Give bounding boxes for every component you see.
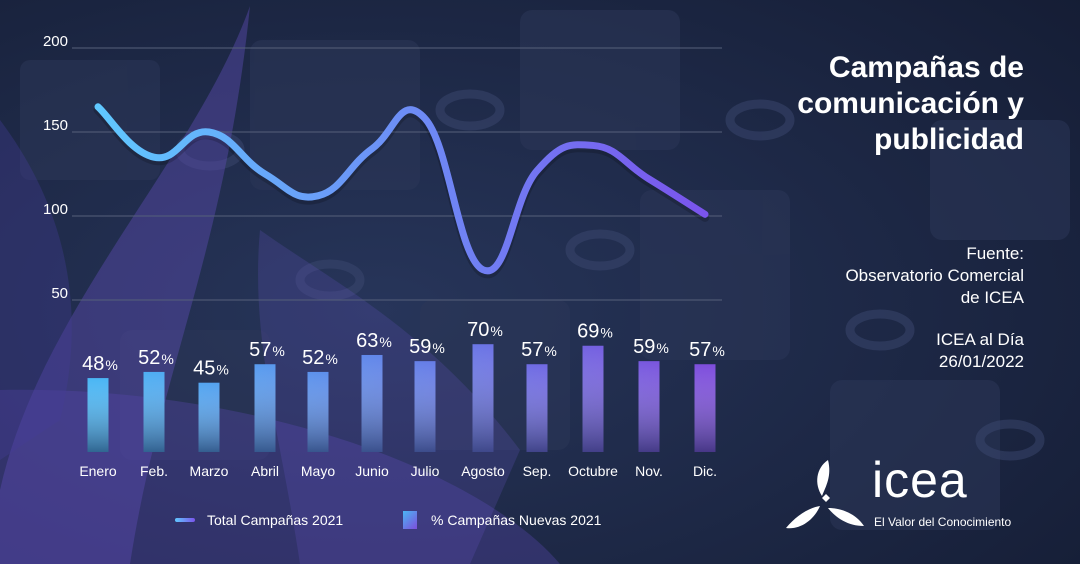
bar-value-unit: % <box>656 340 668 356</box>
x-tick-label: Nov. <box>635 463 663 479</box>
bar-value-label: 70% <box>467 319 503 341</box>
bar-shade <box>472 344 494 452</box>
x-tick-label: Abril <box>251 463 279 479</box>
bar-shade <box>361 354 383 452</box>
bar-shade <box>638 361 660 452</box>
bar-value-unit: % <box>161 351 173 367</box>
x-tick-label: Junio <box>355 463 389 479</box>
x-tick-label: Dic. <box>693 463 717 479</box>
source-line: Observatorio Comercial <box>845 266 1024 285</box>
bar-value-labels: 48% 52% 45%57% 52%63% 59%70%57%69%59% 57% <box>82 319 725 380</box>
y-tick-label: 100 <box>43 201 68 218</box>
title-line: publicidad <box>874 123 1024 156</box>
bar-shade <box>526 364 548 452</box>
bar-shade <box>694 364 716 452</box>
bar-shade <box>307 371 329 452</box>
x-tick-label: Julio <box>411 463 440 479</box>
bar-value-unit: % <box>325 351 337 367</box>
grid-lines <box>72 47 722 301</box>
bar-shade <box>143 371 165 452</box>
bar-value-label: 59% <box>633 336 669 358</box>
bar-value-unit: % <box>272 343 284 359</box>
source-note: Fuente: Observatorio Comercial de ICEA <box>724 243 1024 309</box>
publication-date: 26/01/2022 <box>938 352 1024 371</box>
bar-value: 57 <box>689 339 711 361</box>
bar-value-unit: % <box>105 357 117 373</box>
bar-value-label: 52% <box>302 347 338 369</box>
bar-shade <box>414 361 436 452</box>
bar-value: 45 <box>193 358 215 380</box>
bar-value: 59 <box>633 336 655 358</box>
bar-value: 69 <box>577 321 599 343</box>
bar-series <box>87 344 716 452</box>
y-tick-label: 150 <box>43 117 68 134</box>
legend-item-bar: % Campañas Nuevas 2021 <box>403 511 601 529</box>
bar-value-label: 45% <box>193 358 229 380</box>
bar-value: 70 <box>467 319 489 341</box>
x-tick-label: Octubre <box>568 463 618 479</box>
bar-value: 57 <box>249 339 271 361</box>
bar-value-label: 57% <box>689 339 725 361</box>
bar-value-unit: % <box>490 323 502 339</box>
chart-title: Campañas de comunicación y publicidad <box>694 50 1024 158</box>
x-tick-label: Enero <box>79 463 117 479</box>
bar-value-label: 59% <box>409 336 445 358</box>
line-series <box>93 103 710 279</box>
bar-value: 63 <box>356 330 378 352</box>
bar-value-unit: % <box>432 340 444 356</box>
total-campaigns-line <box>94 103 709 275</box>
icea-logo-icon <box>786 460 864 529</box>
y-axis-labels: 200 150 100 50 <box>43 33 68 302</box>
bar-value-unit: % <box>216 362 228 378</box>
y-tick-label: 200 <box>43 33 68 50</box>
x-tick-label: Agosto <box>461 463 505 479</box>
publication-note: ICEA al Día 26/01/2022 <box>724 329 1024 373</box>
bar-value-unit: % <box>712 343 724 359</box>
y-tick-label: 50 <box>51 285 68 302</box>
bar-value: 52 <box>138 347 160 369</box>
icea-logo: icea El Valor del Conocimiento <box>786 452 1046 538</box>
x-axis-labels: Enero Feb. Marzo Abril Mayo Junio Julio Agosto S… <box>79 463 717 479</box>
source-line: de ICEA <box>960 288 1024 307</box>
legend-label: Total Campañas 2021 <box>207 512 344 528</box>
title-line: Campañas de <box>828 51 1024 84</box>
bar-value-label: 57% <box>521 339 557 361</box>
bar-value-label: 69% <box>577 321 613 343</box>
legend-label: % Campañas Nuevas 2021 <box>431 512 602 528</box>
x-tick-label: Feb. <box>140 463 168 479</box>
x-tick-label: Mayo <box>301 463 335 479</box>
bar-value-label: 57% <box>249 339 285 361</box>
legend-bar-swatch <box>403 511 417 529</box>
bar-shade <box>87 378 109 452</box>
legend-item-line: Total Campañas 2021 <box>175 512 343 528</box>
bar-value-unit: % <box>379 334 391 350</box>
publication-name: ICEA al Día <box>936 330 1024 349</box>
bar-value: 48 <box>82 353 104 375</box>
x-tick-label: Marzo <box>190 463 229 479</box>
brand-tagline: El Valor del Conocimiento <box>874 515 1012 529</box>
title-line: comunicación y <box>797 87 1024 120</box>
bar-value: 59 <box>409 336 431 358</box>
bar-value-label: 52% <box>138 347 174 369</box>
bar-value-label: 63% <box>356 330 392 352</box>
source-line: Fuente: <box>966 244 1024 263</box>
bar-value-label: 48% <box>82 353 118 375</box>
bar-value-unit: % <box>544 343 556 359</box>
bar-shade <box>254 364 276 452</box>
brand-name: icea <box>872 452 968 508</box>
bar-value: 52 <box>302 347 324 369</box>
bar-shade <box>198 382 220 452</box>
legend-line-swatch <box>175 518 195 522</box>
bar-value-unit: % <box>600 325 612 341</box>
bar-shade <box>582 345 604 452</box>
bar-value: 57 <box>521 339 543 361</box>
x-tick-label: Sep. <box>523 463 552 479</box>
